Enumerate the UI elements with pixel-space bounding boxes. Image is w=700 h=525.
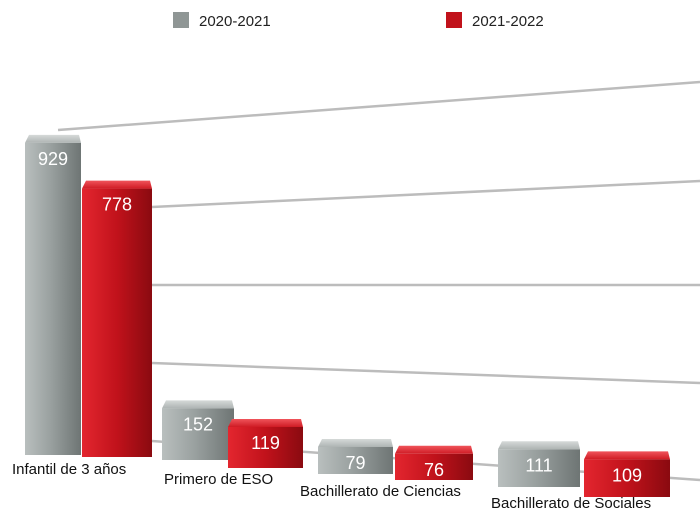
bars: 929 152 79 111 778 119 76 109 [25,134,670,497]
bar-bachillerato-de-sociales-2021-2022: 109 [584,451,670,497]
legend: 2020-2021 2021-2022 [173,12,544,30]
bar-bachillerato-de-ciencias-2021-2022: 76 [395,445,473,480]
category-labels: Infantil de 3 años Primero de ESO Bachil… [12,461,651,512]
category-label-infantil-de-3-anos: Infantil de 3 años [12,461,126,478]
bar-front [25,142,81,455]
bar-front [584,459,670,497]
bar-value-label: 152 [183,414,213,434]
category-label-primero-de-eso: Primero de ESO [164,471,273,488]
bar-top [498,441,580,450]
bar-value-label: 119 [251,433,280,453]
bar-value-label: 929 [38,149,68,169]
bar-top [25,134,81,143]
bar-value-label: 76 [424,460,444,480]
bar-bachillerato-de-sociales-2020-2021: 111 [498,441,580,487]
legend-item-2020-2021: 2020-2021 [173,12,271,30]
bar-infantil-de-3-anos-2020-2021: 929 [25,134,81,455]
legend-item-2021-2022: 2021-2022 [446,12,544,30]
bar-top [318,438,393,447]
bar-top [584,451,670,460]
bar-value-label: 778 [102,195,132,215]
gridlines [57,80,700,482]
category-label-bachillerato-de-sociales: Bachillerato de Sociales [491,495,651,512]
bar-front [82,188,152,457]
legend-swatch-2021-2022 [446,12,462,28]
bar-top [162,400,234,409]
bar-front [228,426,303,468]
gridline [151,179,700,209]
bar-top [82,180,152,189]
bar-value-label: 79 [345,453,365,473]
bar-bachillerato-de-ciencias-2020-2021: 79 [318,438,393,474]
bar-primero-de-eso-2021-2022: 119 [228,418,303,468]
gridline [57,80,700,132]
legend-swatch-2020-2021 [173,12,189,28]
bar-infantil-de-3-anos-2021-2022: 778 [82,180,152,457]
bar-front [498,449,580,487]
category-label-bachillerato-de-ciencias: Bachillerato de Ciencias [300,483,461,500]
bar-front [395,453,473,480]
bar-front [318,446,393,474]
bar-value-label: 111 [525,455,552,475]
bar-top [228,418,303,427]
bar-value-label: 109 [612,465,642,485]
legend-label-2021-2022: 2021-2022 [472,13,544,30]
bar-primero-de-eso-2020-2021: 152 [162,400,234,460]
legend-label-2020-2021: 2020-2021 [199,13,271,30]
gridline [151,361,700,385]
bar-front [162,408,234,460]
bar-top [395,445,473,454]
